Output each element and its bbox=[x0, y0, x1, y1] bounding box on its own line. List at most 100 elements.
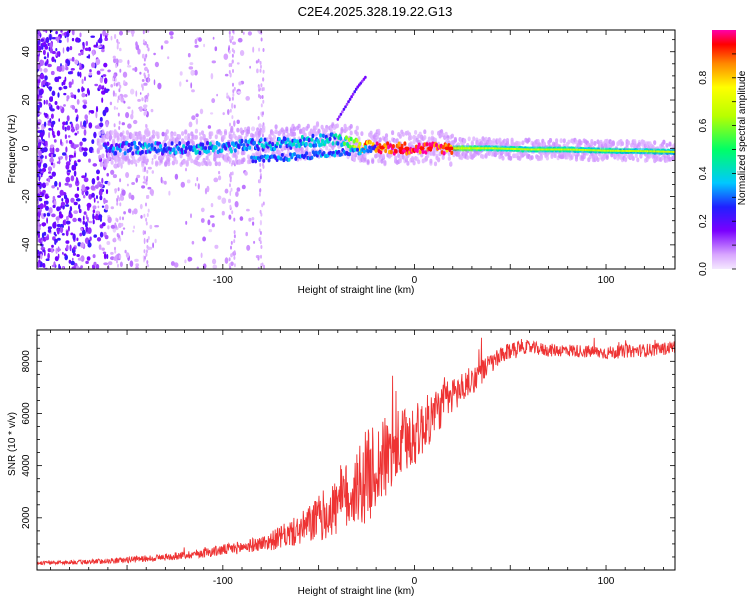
noise-speckle bbox=[118, 120, 121, 125]
noise-speckle bbox=[260, 37, 263, 42]
ridge-band-core bbox=[621, 149, 624, 152]
noise-speckle bbox=[207, 219, 211, 226]
ridge-band-core bbox=[570, 148, 572, 151]
ridge-cell bbox=[159, 144, 163, 149]
noise-speckle bbox=[83, 129, 87, 136]
noise-speckle bbox=[95, 105, 99, 113]
ridge-cell bbox=[118, 148, 122, 153]
noise-speckle bbox=[127, 123, 132, 129]
ridge-cell bbox=[136, 146, 140, 151]
noise-speckle bbox=[232, 30, 235, 34]
ridge-cell bbox=[442, 151, 446, 156]
noise-speckle bbox=[85, 93, 88, 97]
noise-speckle bbox=[37, 126, 40, 130]
x-tick-label: 100 bbox=[598, 576, 615, 587]
noise-speckle bbox=[58, 263, 61, 269]
noise-speckle bbox=[211, 98, 216, 104]
noise-speckle bbox=[237, 91, 242, 94]
noise-speckle bbox=[234, 201, 239, 208]
noise-speckle bbox=[146, 238, 149, 243]
noise-speckle bbox=[88, 220, 93, 224]
noise-speckle bbox=[47, 226, 53, 230]
noise-speckle bbox=[145, 94, 148, 99]
ridge-halo bbox=[187, 133, 191, 138]
noise-speckle bbox=[144, 106, 147, 111]
ridge-band-core bbox=[458, 147, 460, 150]
noise-speckle bbox=[101, 177, 104, 184]
ridge-band-core bbox=[586, 149, 588, 152]
noise-speckle bbox=[224, 73, 229, 77]
ridge-cell bbox=[186, 140, 190, 146]
ridge-band-core bbox=[560, 148, 563, 151]
ridge-halo bbox=[248, 159, 252, 165]
ridge-cell bbox=[286, 137, 290, 142]
ridge-cell bbox=[204, 146, 208, 151]
ridge-halo bbox=[211, 140, 215, 145]
ridge-band-core bbox=[456, 147, 458, 150]
noise-speckle bbox=[97, 200, 99, 204]
ridge-halo bbox=[112, 138, 116, 144]
noise-speckle bbox=[47, 51, 49, 59]
ridge-halo bbox=[449, 161, 453, 167]
noise-speckle bbox=[67, 71, 72, 75]
noise-speckle bbox=[168, 190, 171, 196]
ridge-halo bbox=[214, 161, 218, 167]
ridge-halo bbox=[151, 134, 156, 139]
ridge-halo bbox=[116, 135, 120, 141]
noise-speckle bbox=[37, 216, 40, 220]
ridge-band-core bbox=[494, 147, 496, 150]
ridge-cell bbox=[262, 144, 266, 149]
noise-speckle bbox=[257, 58, 260, 63]
noise-speckle bbox=[52, 222, 57, 229]
noise-speckle bbox=[123, 100, 126, 104]
noise-speckle bbox=[55, 48, 58, 52]
ridge-band-core bbox=[478, 147, 480, 150]
noise-speckle bbox=[75, 265, 80, 269]
noise-speckle bbox=[116, 99, 119, 103]
snr-y-axis-title: SNR (10 * v/v) bbox=[7, 412, 18, 476]
noise-speckle bbox=[174, 173, 179, 180]
ridge-band-core bbox=[467, 147, 470, 150]
noise-speckle bbox=[76, 99, 80, 105]
ridge-cell bbox=[441, 145, 445, 150]
ridge-band-core bbox=[650, 150, 652, 153]
noise-speckle bbox=[98, 84, 102, 90]
noise-speckle bbox=[214, 244, 219, 249]
noise-speckle bbox=[115, 64, 118, 68]
noise-speckle bbox=[147, 69, 149, 74]
noise-speckle bbox=[228, 198, 231, 204]
ridge-band-core bbox=[671, 150, 673, 153]
noise-speckle bbox=[119, 47, 122, 52]
noise-speckle bbox=[112, 55, 116, 59]
noise-speckle bbox=[188, 121, 193, 128]
noise-speckle bbox=[57, 92, 60, 98]
ridge-band-core bbox=[647, 150, 649, 153]
ridge-band-core bbox=[473, 147, 475, 150]
ridge-halo bbox=[409, 135, 413, 141]
noise-speckle bbox=[103, 262, 109, 266]
noise-speckle bbox=[139, 203, 143, 210]
noise-speckle bbox=[54, 101, 58, 105]
ridge-halo bbox=[125, 135, 129, 141]
noise-speckle bbox=[62, 121, 67, 126]
noise-speckle bbox=[48, 171, 52, 174]
noise-speckle bbox=[56, 228, 60, 235]
noise-speckle bbox=[128, 208, 132, 214]
noise-speckle bbox=[102, 30, 106, 37]
noise-speckle bbox=[144, 166, 146, 171]
noise-speckle bbox=[258, 179, 261, 184]
noise-speckle bbox=[185, 220, 188, 225]
ridge-band-core bbox=[514, 148, 517, 150]
noise-speckle bbox=[262, 77, 265, 82]
ridge-band-core bbox=[618, 149, 620, 152]
ridge-halo bbox=[285, 126, 289, 132]
ridge-halo bbox=[194, 134, 198, 140]
noise-speckle bbox=[38, 30, 41, 36]
noise-speckle bbox=[96, 195, 98, 200]
lower-branch-cell bbox=[260, 154, 264, 159]
noise-speckle bbox=[231, 35, 234, 40]
ridge-halo bbox=[642, 140, 646, 145]
ridge-halo bbox=[191, 140, 195, 146]
ridge-band-core bbox=[664, 150, 666, 153]
ridge-cell bbox=[343, 141, 346, 146]
